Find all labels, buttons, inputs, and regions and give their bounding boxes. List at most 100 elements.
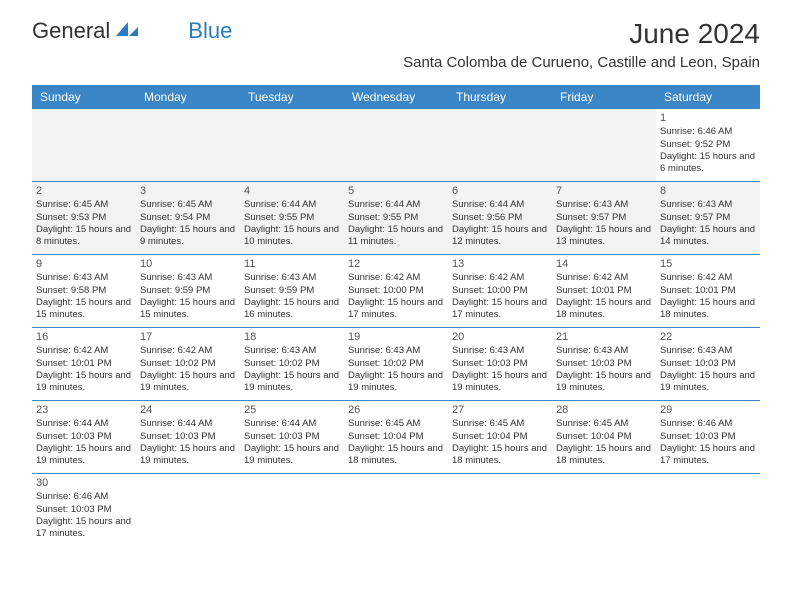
cell-sunset: Sunset: 9:59 PM xyxy=(140,285,236,297)
day-number: 16 xyxy=(36,330,132,344)
day-cell xyxy=(344,109,448,181)
day-cell xyxy=(448,474,552,546)
cell-sunrise: Sunrise: 6:43 AM xyxy=(36,272,132,284)
cell-daylight: Daylight: 15 hours and 18 minutes. xyxy=(556,443,652,468)
month-title: June 2024 xyxy=(403,18,760,50)
cell-sunset: Sunset: 9:59 PM xyxy=(244,285,340,297)
day-cell: 15Sunrise: 6:42 AMSunset: 10:01 PMDaylig… xyxy=(656,255,760,327)
cell-daylight: Daylight: 15 hours and 19 minutes. xyxy=(244,443,340,468)
day-cell: 3Sunrise: 6:45 AMSunset: 9:54 PMDaylight… xyxy=(136,182,240,254)
cell-daylight: Daylight: 15 hours and 19 minutes. xyxy=(244,370,340,395)
cell-daylight: Daylight: 15 hours and 18 minutes. xyxy=(556,297,652,322)
cell-daylight: Daylight: 15 hours and 17 minutes. xyxy=(660,443,756,468)
cell-sunset: Sunset: 9:52 PM xyxy=(660,139,756,151)
day-cell xyxy=(344,474,448,546)
day-number: 4 xyxy=(244,184,340,198)
day-cell: 5Sunrise: 6:44 AMSunset: 9:55 PMDaylight… xyxy=(344,182,448,254)
logo-text-blue: Blue xyxy=(188,18,232,44)
day-number: 28 xyxy=(556,403,652,417)
cell-sunrise: Sunrise: 6:43 AM xyxy=(660,345,756,357)
cell-sunrise: Sunrise: 6:42 AM xyxy=(556,272,652,284)
cell-sunset: Sunset: 9:57 PM xyxy=(556,212,652,224)
day-number: 18 xyxy=(244,330,340,344)
cell-daylight: Daylight: 15 hours and 19 minutes. xyxy=(140,443,236,468)
calendar: Sunday Monday Tuesday Wednesday Thursday… xyxy=(32,85,760,546)
cell-sunset: Sunset: 10:02 PM xyxy=(140,358,236,370)
day-number: 3 xyxy=(140,184,236,198)
day-number: 21 xyxy=(556,330,652,344)
day-number: 10 xyxy=(140,257,236,271)
day-number: 30 xyxy=(36,476,132,490)
day-cell xyxy=(136,474,240,546)
cell-daylight: Daylight: 15 hours and 19 minutes. xyxy=(556,370,652,395)
cell-sunset: Sunset: 10:00 PM xyxy=(452,285,548,297)
cell-daylight: Daylight: 15 hours and 19 minutes. xyxy=(36,370,132,395)
cell-sunrise: Sunrise: 6:42 AM xyxy=(452,272,548,284)
week-row: 16Sunrise: 6:42 AMSunset: 10:01 PMDaylig… xyxy=(32,328,760,401)
day-cell: 24Sunrise: 6:44 AMSunset: 10:03 PMDaylig… xyxy=(136,401,240,473)
day-cell: 14Sunrise: 6:42 AMSunset: 10:01 PMDaylig… xyxy=(552,255,656,327)
day-number: 5 xyxy=(348,184,444,198)
week-row: 1Sunrise: 6:46 AMSunset: 9:52 PMDaylight… xyxy=(32,109,760,182)
cell-daylight: Daylight: 15 hours and 16 minutes. xyxy=(244,297,340,322)
cell-sunrise: Sunrise: 6:43 AM xyxy=(140,272,236,284)
week-row: 2Sunrise: 6:45 AMSunset: 9:53 PMDaylight… xyxy=(32,182,760,255)
cell-sunrise: Sunrise: 6:44 AM xyxy=(36,418,132,430)
cell-sunrise: Sunrise: 6:43 AM xyxy=(452,345,548,357)
cell-sunrise: Sunrise: 6:44 AM xyxy=(452,199,548,211)
logo: General Blue xyxy=(32,18,232,44)
day-cell: 6Sunrise: 6:44 AMSunset: 9:56 PMDaylight… xyxy=(448,182,552,254)
day-number: 11 xyxy=(244,257,340,271)
cell-daylight: Daylight: 15 hours and 12 minutes. xyxy=(452,224,548,249)
cell-daylight: Daylight: 15 hours and 9 minutes. xyxy=(140,224,236,249)
cell-sunset: Sunset: 9:58 PM xyxy=(36,285,132,297)
day-number: 2 xyxy=(36,184,132,198)
day-number: 1 xyxy=(660,111,756,125)
cell-sunrise: Sunrise: 6:43 AM xyxy=(244,345,340,357)
cell-sunset: Sunset: 9:54 PM xyxy=(140,212,236,224)
day-cell: 4Sunrise: 6:44 AMSunset: 9:55 PMDaylight… xyxy=(240,182,344,254)
cell-sunrise: Sunrise: 6:44 AM xyxy=(244,418,340,430)
cell-daylight: Daylight: 15 hours and 8 minutes. xyxy=(36,224,132,249)
cell-sunrise: Sunrise: 6:43 AM xyxy=(556,199,652,211)
cell-sunset: Sunset: 10:02 PM xyxy=(244,358,340,370)
cell-sunrise: Sunrise: 6:45 AM xyxy=(36,199,132,211)
day-number: 9 xyxy=(36,257,132,271)
cell-sunrise: Sunrise: 6:46 AM xyxy=(660,418,756,430)
cell-sunset: Sunset: 10:03 PM xyxy=(36,431,132,443)
day-number: 29 xyxy=(660,403,756,417)
day-number: 13 xyxy=(452,257,548,271)
day-cell: 7Sunrise: 6:43 AMSunset: 9:57 PMDaylight… xyxy=(552,182,656,254)
day-number: 8 xyxy=(660,184,756,198)
cell-sunrise: Sunrise: 6:42 AM xyxy=(140,345,236,357)
cell-daylight: Daylight: 15 hours and 14 minutes. xyxy=(660,224,756,249)
cell-daylight: Daylight: 15 hours and 6 minutes. xyxy=(660,151,756,176)
day-cell: 21Sunrise: 6:43 AMSunset: 10:03 PMDaylig… xyxy=(552,328,656,400)
day-cell: 30Sunrise: 6:46 AMSunset: 10:03 PMDaylig… xyxy=(32,474,136,546)
day-cell xyxy=(656,474,760,546)
day-cell: 25Sunrise: 6:44 AMSunset: 10:03 PMDaylig… xyxy=(240,401,344,473)
cell-sunrise: Sunrise: 6:44 AM xyxy=(244,199,340,211)
day-cell: 1Sunrise: 6:46 AMSunset: 9:52 PMDaylight… xyxy=(656,109,760,181)
day-cell: 9Sunrise: 6:43 AMSunset: 9:58 PMDaylight… xyxy=(32,255,136,327)
logo-text-general: General xyxy=(32,18,110,44)
cell-daylight: Daylight: 15 hours and 13 minutes. xyxy=(556,224,652,249)
day-number: 24 xyxy=(140,403,236,417)
cell-daylight: Daylight: 15 hours and 15 minutes. xyxy=(36,297,132,322)
cell-sunset: Sunset: 10:03 PM xyxy=(244,431,340,443)
day-number: 25 xyxy=(244,403,340,417)
day-number: 26 xyxy=(348,403,444,417)
cell-daylight: Daylight: 15 hours and 17 minutes. xyxy=(36,516,132,541)
cell-sunrise: Sunrise: 6:42 AM xyxy=(660,272,756,284)
day-number: 15 xyxy=(660,257,756,271)
cell-sunrise: Sunrise: 6:46 AM xyxy=(36,491,132,503)
day-number: 6 xyxy=(452,184,548,198)
day-cell: 18Sunrise: 6:43 AMSunset: 10:02 PMDaylig… xyxy=(240,328,344,400)
cell-daylight: Daylight: 15 hours and 19 minutes. xyxy=(452,370,548,395)
day-number: 7 xyxy=(556,184,652,198)
cell-sunset: Sunset: 9:53 PM xyxy=(36,212,132,224)
cell-sunset: Sunset: 10:03 PM xyxy=(556,358,652,370)
day-cell: 13Sunrise: 6:42 AMSunset: 10:00 PMDaylig… xyxy=(448,255,552,327)
cell-sunset: Sunset: 10:03 PM xyxy=(452,358,548,370)
cell-sunset: Sunset: 10:03 PM xyxy=(36,504,132,516)
